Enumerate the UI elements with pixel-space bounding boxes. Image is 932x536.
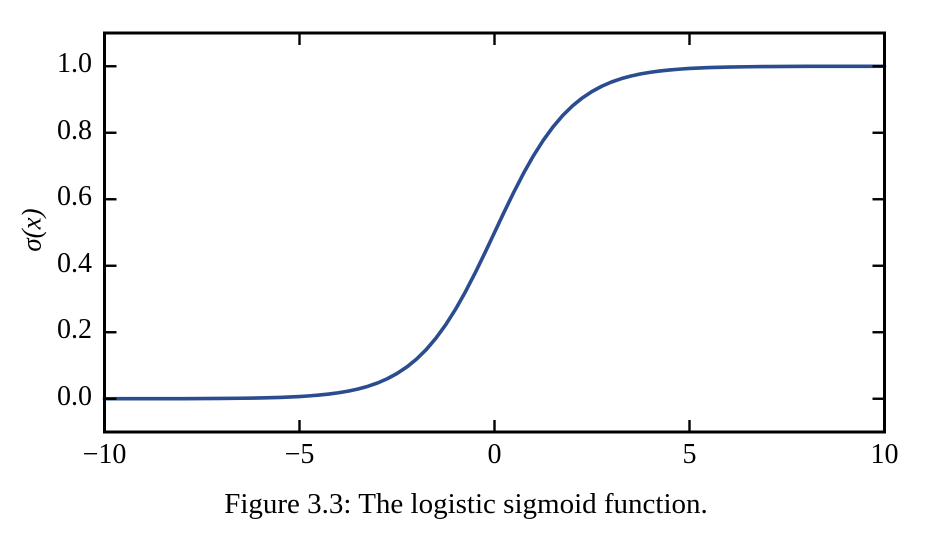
y-tick-label: 0.8 [57, 114, 92, 146]
y-tick-label: 0.4 [57, 247, 92, 279]
y-tick-label: 0.0 [57, 380, 92, 412]
axis-ticks [103, 33, 886, 432]
y-tick-label: 0.6 [57, 181, 92, 213]
x-tick-label: −5 [284, 439, 315, 470]
y-tick-label: 1.0 [57, 48, 92, 80]
x-tick-label: −10 [82, 439, 127, 470]
y-axis-label: σ(x) [16, 208, 47, 252]
x-tick-label: 10 [870, 439, 899, 470]
y-tick-label: 0.2 [57, 314, 92, 346]
figure-caption: Figure 3.3: The logistic sigmoid functio… [224, 488, 708, 520]
x-tick-label: 0 [487, 439, 502, 470]
x-tick-label: 5 [682, 439, 697, 470]
sigmoid-curve [102, 64, 887, 401]
axes-frame [103, 31, 886, 434]
